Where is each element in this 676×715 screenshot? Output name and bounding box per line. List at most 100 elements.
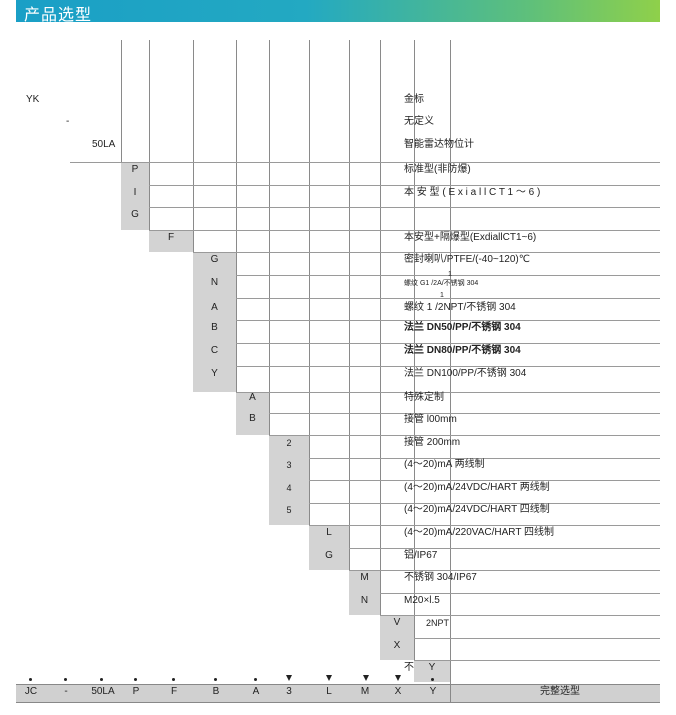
row-line	[236, 320, 660, 321]
down-arrow-icon	[395, 675, 401, 681]
bottom-code: X	[394, 686, 402, 697]
guide-line	[149, 40, 150, 230]
row-line	[414, 638, 660, 639]
bottom-code: B	[212, 686, 220, 697]
option-desc: 本 安 型 ( E x i a l l C T 1 ～ 6 )	[404, 187, 541, 198]
option-desc: 2NPT	[426, 618, 450, 628]
row-line	[380, 593, 660, 594]
code-box	[149, 230, 193, 252]
bottom-code: JC	[24, 686, 38, 697]
bottom-code: L	[326, 686, 332, 697]
code-box	[380, 615, 414, 660]
row-line	[309, 480, 660, 481]
row-line	[236, 392, 660, 393]
marker-dot	[29, 678, 32, 681]
small-note: 1	[440, 292, 444, 299]
guide-line	[450, 40, 451, 685]
option-code: Y	[428, 662, 436, 673]
down-arrow-icon	[286, 675, 292, 681]
guide-line	[414, 40, 415, 660]
guide-line	[193, 40, 194, 252]
down-arrow-icon	[363, 675, 369, 681]
marker-dot	[100, 678, 103, 681]
row-line	[309, 458, 660, 459]
series-dash: -	[66, 116, 70, 127]
guide-line	[380, 40, 381, 615]
row-line	[269, 435, 660, 436]
row-line	[149, 185, 660, 186]
option-desc: (4～20)mA/24VDC/HART 两线制	[404, 482, 550, 493]
option-code: Y	[211, 368, 218, 379]
marker-dot	[431, 678, 434, 681]
down-arrow-icon	[326, 675, 332, 681]
option-desc: 不锈钢 304/IP67	[404, 572, 477, 583]
code-box	[121, 162, 149, 230]
row-line	[236, 298, 660, 299]
desc-label: 无定义	[404, 116, 434, 127]
code-box	[309, 525, 349, 570]
full-selection-label: 完整选型	[540, 686, 580, 697]
guide-line	[349, 40, 350, 570]
option-code: X	[393, 640, 401, 651]
small-note: 1	[448, 271, 452, 278]
option-code: 2	[286, 438, 292, 448]
option-desc: 本安型+隔爆型(ExdiallCT1~6)	[404, 232, 537, 243]
code-box	[236, 392, 269, 435]
marker-dot	[64, 678, 67, 681]
row-line	[149, 230, 660, 231]
option-code: G	[131, 209, 139, 220]
guide-line	[269, 40, 270, 435]
desc-label: 金标	[404, 94, 424, 105]
option-desc: (4～20)mA/220VAC/HART 四线制	[404, 527, 555, 538]
row-line	[414, 660, 660, 661]
row-line	[149, 207, 660, 208]
row-line	[70, 162, 660, 163]
option-desc: 法兰 DN50/PP/不锈钢 304	[404, 322, 521, 333]
option-desc: 螺纹 1 /2NPT/不锈钢 304	[404, 302, 516, 313]
row-line	[309, 503, 660, 504]
option-code: N	[210, 277, 219, 288]
guide-line	[309, 40, 310, 525]
row-line	[349, 548, 660, 549]
marker-dot	[254, 678, 257, 681]
row-line	[236, 343, 660, 344]
option-desc: (4～20)mA/24VDC/HART 四线制	[404, 504, 550, 515]
guide-line	[236, 40, 237, 392]
tick-no-label: 不	[404, 662, 414, 673]
option-desc: 特殊定制	[404, 392, 444, 403]
option-desc: 铝/IP67	[404, 550, 438, 561]
option-code: L	[326, 527, 332, 538]
marker-dot	[214, 678, 217, 681]
option-code: V	[393, 617, 401, 628]
full-selection-bar	[16, 684, 660, 703]
option-code: M	[360, 572, 369, 583]
row-line	[380, 615, 660, 616]
bottom-code: 50LA	[91, 686, 115, 697]
row-line	[309, 525, 660, 526]
option-code: G	[210, 254, 219, 265]
option-desc: 接管 l00mm	[404, 414, 457, 425]
guide-line	[121, 40, 122, 162]
option-desc: 接管 200mm	[404, 437, 461, 448]
option-code: B	[211, 322, 218, 333]
bar-divider	[450, 684, 451, 702]
option-desc: 标准型(非防爆)	[404, 164, 471, 175]
option-code: F	[167, 232, 175, 243]
code-box	[269, 435, 309, 525]
bottom-code: Y	[429, 686, 437, 697]
page-title: 产品选型	[24, 7, 93, 24]
option-code: A	[211, 302, 218, 313]
option-code: C	[210, 345, 219, 356]
code-box	[349, 570, 380, 615]
small-note: 螺纹 G1 /2A/不锈钢 304	[404, 280, 479, 287]
bottom-code: 3	[286, 686, 292, 697]
desc-label: 智能雷达物位计	[404, 139, 474, 150]
bottom-code: -	[64, 686, 68, 697]
option-code: P	[131, 164, 139, 175]
marker-dot	[172, 678, 175, 681]
row-line	[236, 366, 660, 367]
bottom-code: F	[170, 686, 178, 697]
marker-dot	[134, 678, 137, 681]
option-code: N	[360, 595, 369, 606]
